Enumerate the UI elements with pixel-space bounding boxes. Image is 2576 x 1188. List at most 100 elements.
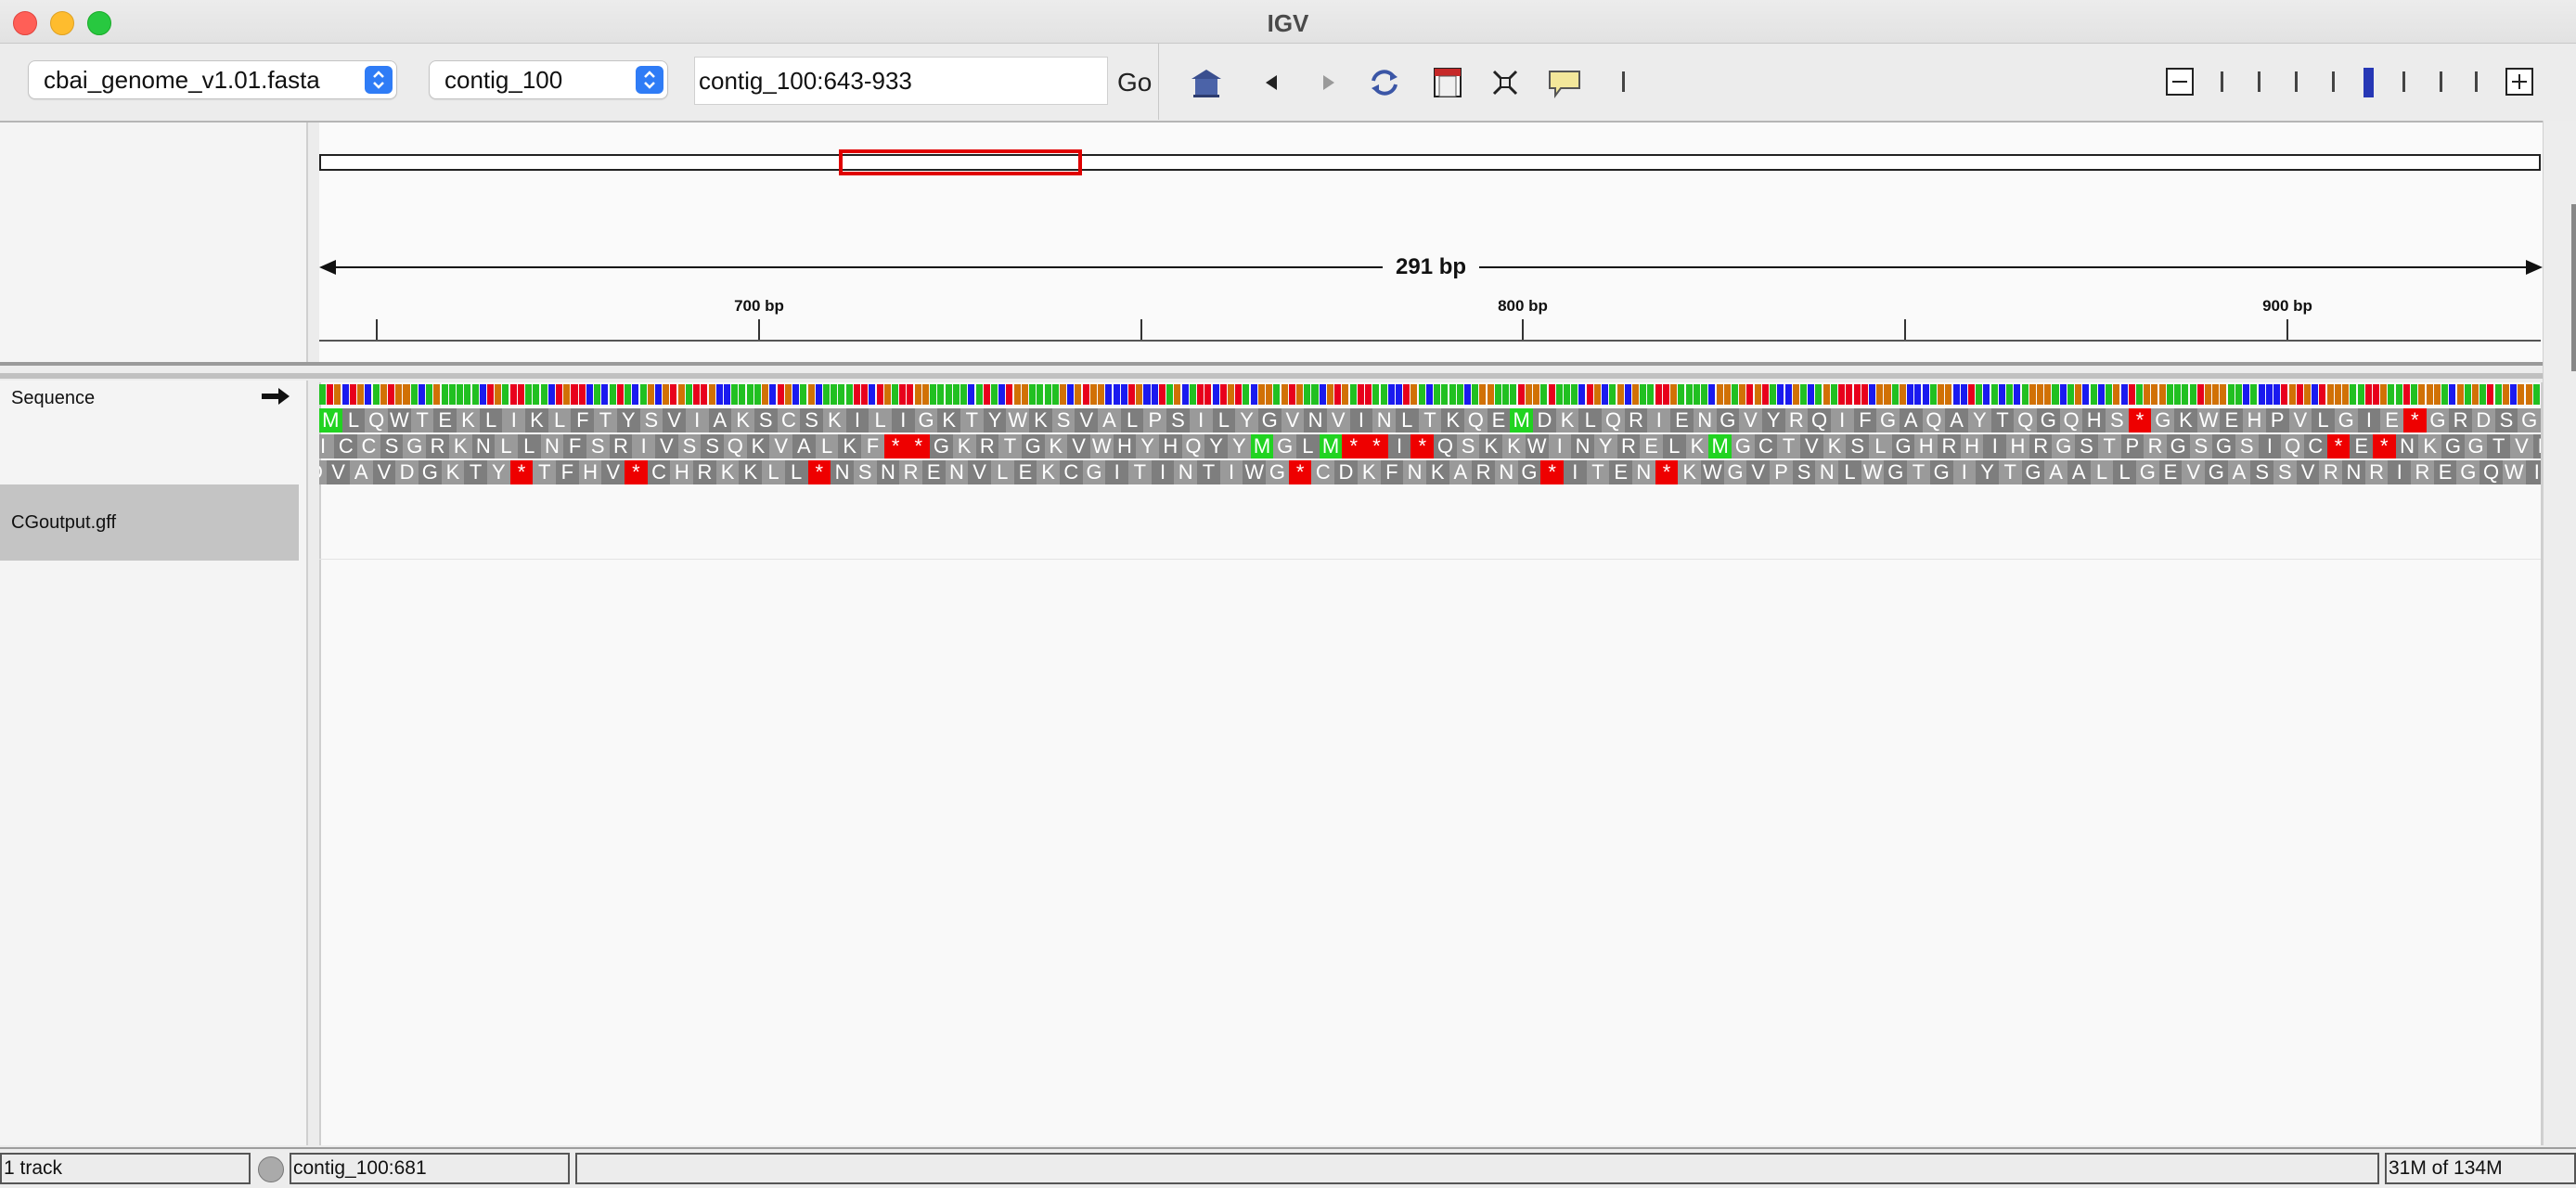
nucleotide-base [2479, 384, 2487, 405]
zoom-level-tick[interactable] [2258, 71, 2260, 92]
amino-acid: C [334, 434, 358, 458]
nucleotide-base [495, 384, 502, 405]
home-icon[interactable] [1188, 64, 1225, 101]
amino-acid: S [2239, 434, 2254, 458]
window-minimize-button[interactable] [50, 11, 74, 35]
zoom-level-tick[interactable] [2221, 71, 2223, 92]
window-maximize-button[interactable] [87, 11, 111, 35]
amino-acid: V [327, 460, 350, 484]
zoom-level-tick[interactable] [2332, 71, 2335, 92]
nucleotide-base [1013, 384, 1021, 405]
amino-acid: T [2487, 434, 2511, 458]
go-button[interactable]: Go [1117, 68, 1153, 97]
amino-acid: * [807, 460, 831, 484]
back-icon[interactable] [1253, 64, 1290, 101]
nucleotide-base [1456, 384, 1463, 405]
track-name-gff[interactable]: CGoutput.gff [11, 512, 117, 533]
amino-acid: K [2423, 434, 2438, 458]
data-panel[interactable] [319, 382, 2543, 1145]
amino-acid: F [1380, 460, 1404, 484]
nucleotide-base [1555, 384, 1563, 405]
span-left-arrow [319, 260, 336, 275]
zoom-level-current[interactable] [2363, 68, 2374, 97]
status-memory: 31M of 134M [2385, 1153, 2576, 1184]
amino-acid: I [694, 408, 701, 432]
window-close-button[interactable] [13, 11, 37, 35]
popup-info-icon[interactable] [1546, 64, 1583, 101]
nucleotide-base [1021, 384, 1028, 405]
nucleotide-base [990, 384, 998, 405]
zoom-level-tick[interactable] [2440, 71, 2442, 92]
nucleotide-base [410, 384, 418, 405]
zoom-in-button[interactable] [2505, 68, 2533, 96]
amino-acid: K [1682, 460, 1697, 484]
amino-acid: * [907, 434, 931, 458]
panel-divider[interactable] [0, 362, 2576, 366]
locus-search-input[interactable] [694, 57, 1108, 105]
amino-acid: Q [2479, 460, 2503, 484]
nucleotide-base [892, 384, 899, 405]
zoom-level-tick[interactable] [2295, 71, 2298, 92]
amino-acid: I [1198, 408, 1204, 432]
panel-divider[interactable] [0, 373, 2576, 379]
amino-acid: M [1319, 434, 1343, 458]
forward-icon[interactable] [1310, 64, 1347, 101]
amino-acid: L [341, 408, 366, 433]
amino-acid: * [2326, 434, 2351, 458]
genome-dropdown[interactable]: cbai_genome_v1.01.fasta [28, 60, 397, 99]
nucleotide-base [1311, 384, 1319, 405]
amino-acid: I [1387, 434, 1411, 458]
amino-acid: S [2250, 460, 2274, 484]
amino-acid: V [1075, 408, 1099, 433]
fit-to-window-icon[interactable] [1487, 64, 1524, 101]
amino-acid: T [464, 460, 487, 484]
nucleotide-base [1410, 384, 1418, 405]
amino-acid: G [930, 434, 953, 458]
zoom-level-tick[interactable] [2475, 71, 2478, 92]
nucleotide-base [784, 384, 792, 405]
nucleotide-base [998, 384, 1006, 405]
nucleotide-base [571, 384, 578, 405]
vertical-scrollbar[interactable] [2543, 121, 2576, 1145]
nucleotide-base [1288, 384, 1295, 405]
chromosome-dropdown-value: contig_100 [444, 66, 563, 94]
nucleotide-base [2433, 384, 2441, 405]
amino-acid: V [372, 460, 396, 484]
nucleotide-base [2373, 384, 2380, 405]
nucleotide-base [1266, 384, 1273, 405]
nucleotide-base [1006, 384, 1013, 405]
region-of-interest-icon[interactable] [1429, 64, 1466, 101]
scrollbar-thumb[interactable] [2571, 204, 2576, 371]
amino-acid: I [1961, 460, 1967, 484]
nucleotide-base [349, 384, 356, 405]
nucleotide-base [2243, 384, 2250, 405]
amino-acid: C [361, 434, 377, 458]
zoom-level-tick[interactable] [2402, 71, 2405, 92]
amino-acid: N [2342, 460, 2365, 484]
amino-acid: * [1365, 434, 1388, 458]
amino-acid: S [1792, 460, 1816, 484]
amino-acid: M [319, 408, 342, 433]
nucleotide-base [372, 384, 380, 405]
chromosome-ideogram[interactable] [319, 154, 2541, 171]
amino-acid: T [599, 408, 612, 432]
nucleotide-base [2380, 384, 2388, 405]
zoom-out-button[interactable] [2166, 68, 2194, 96]
strand-arrow-icon[interactable] [262, 386, 291, 411]
track-name-sequence[interactable]: Sequence [11, 388, 96, 408]
nucleotide-base [1998, 384, 2005, 405]
nucleotide-base [1983, 384, 1990, 405]
amino-acid: V [1800, 434, 1823, 458]
track-name-gff-background[interactable] [0, 484, 299, 561]
current-view-indicator[interactable] [839, 149, 1082, 175]
nucleotide-base [334, 384, 341, 405]
amino-acid: L [1395, 408, 1419, 433]
amino-acid: E [1487, 408, 1511, 433]
nucleotide-base [1938, 384, 1945, 405]
amino-acid: S [590, 434, 605, 458]
amino-acid: W [2198, 408, 2219, 432]
refresh-icon[interactable] [1366, 64, 1403, 101]
amino-acid: V [1285, 408, 1300, 432]
chromosome-dropdown[interactable]: contig_100 [429, 60, 668, 99]
